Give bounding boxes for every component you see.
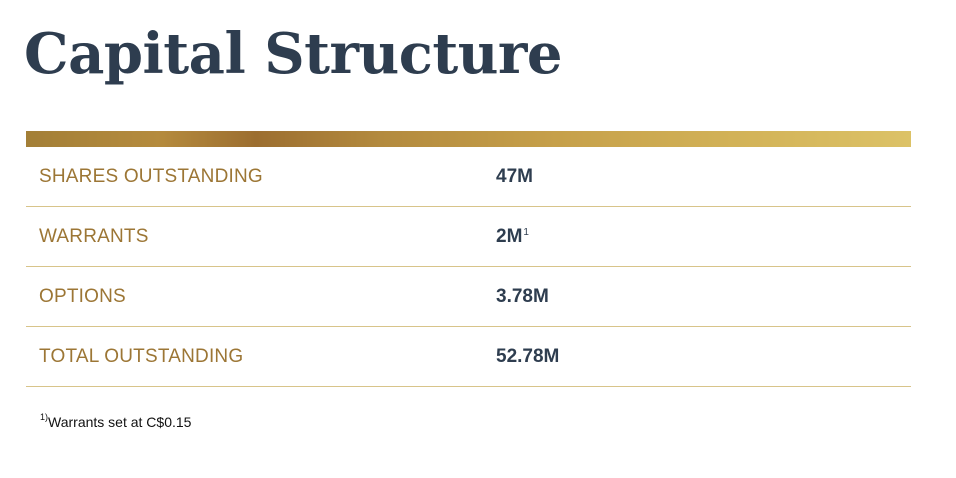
row-label: SHARES OUTSTANDING [39, 166, 263, 187]
row-value-text: 3.78M [496, 286, 549, 307]
row-label: TOTAL OUTSTANDING [39, 346, 244, 367]
row-value-text: 52.78M [496, 346, 560, 367]
table-row-options: OPTIONS 3.78M [26, 267, 911, 327]
row-value-text: 2M [496, 226, 523, 247]
row-value: 2M1 [496, 207, 529, 267]
row-value: 47M [496, 147, 533, 207]
capital-structure-table: SHARES OUTSTANDING 47M WARRANTS 2M1 OPTI… [26, 147, 911, 387]
row-label: WARRANTS [39, 226, 149, 247]
footnote-marker: 1) [40, 412, 49, 422]
footnote-marker: 1 [523, 227, 529, 238]
gold-header-bar [26, 131, 911, 147]
page-title: Capital Structure [24, 21, 563, 87]
row-label: OPTIONS [39, 286, 126, 307]
row-value: 52.78M [496, 327, 559, 387]
table-row-warrants: WARRANTS 2M1 [26, 207, 911, 267]
row-value: 3.78M [496, 267, 549, 327]
footnote-text: Warrants set at C$0.15 [48, 414, 192, 430]
row-value-text: 47M [496, 166, 533, 187]
table-row-total-outstanding: TOTAL OUTSTANDING 52.78M [26, 327, 911, 387]
table-row-shares-outstanding: SHARES OUTSTANDING 47M [26, 147, 911, 207]
footnote: 1)Warrants set at C$0.15 [40, 412, 192, 430]
